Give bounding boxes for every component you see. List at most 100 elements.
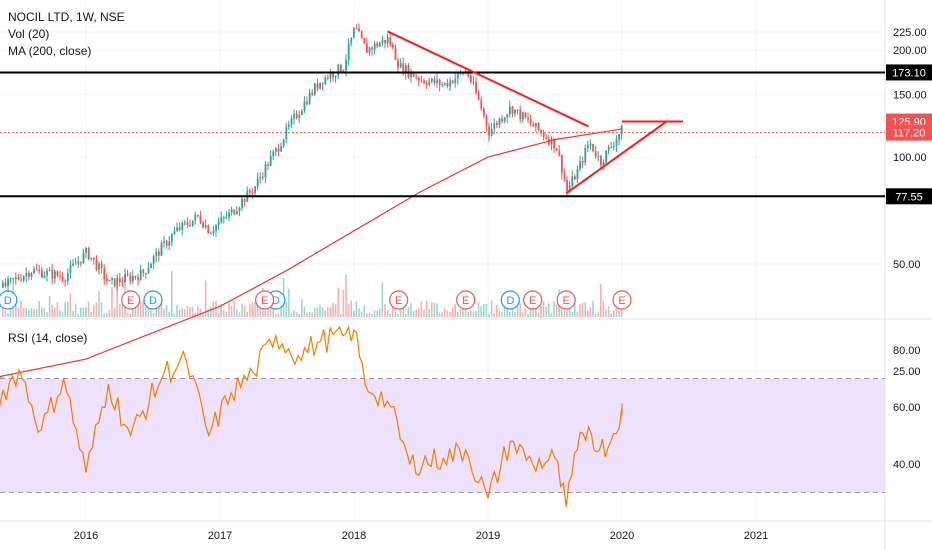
volume-bar — [602, 300, 605, 317]
volume-bar — [158, 303, 160, 317]
candle-body — [516, 109, 519, 111]
volume-legend[interactable]: Vol (20) — [8, 27, 50, 41]
volume-bar — [275, 313, 277, 317]
candle-body — [441, 84, 444, 86]
candle-body — [620, 125, 623, 135]
volume-bar — [574, 302, 576, 317]
volume-bar — [540, 305, 542, 317]
volume-bar — [64, 301, 66, 317]
candle-body — [488, 126, 490, 136]
volume-bar — [225, 311, 228, 317]
volume-bar — [98, 291, 100, 317]
candle-body — [501, 118, 503, 122]
volume-bar — [524, 308, 527, 317]
event-marker-label: D — [506, 295, 514, 307]
volume-bar — [493, 313, 495, 317]
candle-body — [347, 43, 350, 61]
candle-body — [139, 269, 142, 281]
candle-body — [25, 272, 28, 277]
volume-bar — [334, 303, 337, 317]
candle-body — [152, 256, 155, 264]
volume-bar — [464, 308, 467, 317]
candle-body — [316, 83, 319, 89]
volume-bar — [470, 310, 472, 317]
candle-body — [384, 40, 386, 44]
candle-body — [373, 43, 376, 50]
candle-body — [503, 117, 506, 122]
volume-bar — [410, 303, 412, 317]
candle-body — [147, 268, 150, 274]
trendline[interactable] — [565, 120, 668, 195]
dividend-marker[interactable] — [500, 290, 520, 310]
candle-body — [15, 277, 17, 280]
candle-body — [54, 271, 56, 279]
earnings-marker[interactable] — [121, 290, 141, 310]
candle-body — [223, 217, 225, 219]
volume-bar — [618, 308, 620, 317]
candle-body — [613, 146, 615, 148]
volume-bar — [490, 300, 493, 317]
earnings-marker[interactable] — [255, 290, 275, 310]
candle-body — [41, 270, 43, 278]
volume-bar — [61, 312, 64, 317]
candle-body — [376, 43, 379, 47]
trendline[interactable] — [387, 30, 589, 128]
candle-body — [498, 118, 501, 125]
rsi-legend[interactable]: RSI (14, close) — [8, 331, 88, 345]
volume-bar — [584, 302, 586, 317]
volume-bar — [581, 303, 584, 317]
candle-body — [381, 40, 384, 44]
candle-body — [420, 80, 423, 82]
volume-bar — [259, 300, 261, 317]
volume-bar — [202, 313, 204, 317]
candle-body — [444, 82, 446, 85]
volume-bar — [449, 311, 451, 317]
volume-bar — [389, 313, 391, 317]
volume-bar — [368, 312, 371, 317]
dividend-marker[interactable] — [143, 290, 163, 310]
volume-bar — [139, 301, 142, 317]
volume-bar — [516, 301, 519, 317]
volume-bar — [553, 300, 555, 317]
candle-body — [173, 231, 176, 235]
candle-body — [514, 109, 516, 114]
candle-body — [475, 81, 477, 93]
volume-bar — [288, 288, 290, 317]
candle-body — [82, 252, 85, 264]
volume-bar — [308, 311, 311, 317]
candle-body — [436, 79, 438, 84]
candle-body — [22, 276, 25, 281]
volume-bar — [454, 304, 456, 317]
candle-body — [329, 72, 332, 79]
volume-bar — [376, 310, 378, 317]
candle-body — [12, 278, 15, 280]
volume-bar — [522, 312, 524, 317]
price-tick-label: 150.00 — [893, 90, 927, 102]
price-level-text: 173.10 — [892, 67, 926, 79]
volume-bar — [197, 306, 199, 317]
earnings-marker[interactable] — [389, 290, 409, 310]
earnings-marker[interactable] — [612, 290, 632, 310]
volume-bar — [223, 310, 225, 317]
volume-bar — [85, 307, 87, 317]
earnings-marker[interactable] — [456, 290, 476, 310]
candle-body — [337, 64, 340, 76]
volume-bar — [194, 313, 196, 317]
volume-bar — [241, 303, 243, 317]
volume-bar — [106, 313, 108, 317]
candle-body — [2, 282, 4, 288]
symbol-legend[interactable]: NOCIL LTD, 1W, NSE — [8, 10, 125, 24]
volume-bar — [108, 309, 111, 317]
volume-bar — [613, 310, 615, 317]
earnings-marker[interactable] — [556, 290, 576, 310]
volume-bar — [506, 304, 508, 317]
candle-body — [103, 267, 106, 279]
earnings-marker[interactable] — [523, 290, 543, 310]
candle-body — [155, 251, 158, 257]
ma-legend[interactable]: MA (200, close) — [8, 44, 92, 58]
volume-bar — [527, 313, 529, 317]
candle-body — [350, 37, 353, 44]
dividend-marker[interactable] — [0, 290, 18, 310]
volume-bar — [566, 309, 568, 317]
